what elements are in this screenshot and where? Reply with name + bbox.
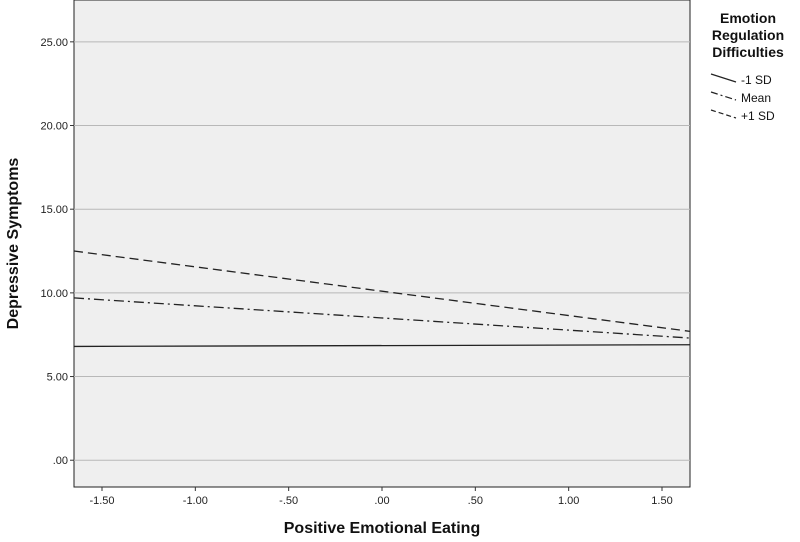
series-line (73, 250, 691, 333)
series-line (73, 297, 691, 339)
legend-swatch (710, 109, 737, 119)
x-tick-label: 1.50 (651, 495, 672, 507)
x-tick-label: -1.00 (183, 495, 208, 507)
legend-background (691, 0, 800, 130)
gridlines (74, 41, 690, 461)
y-tick-label: 10.00 (40, 288, 68, 300)
legend-title: Difficulties (712, 44, 784, 60)
y-tick-label: .00 (53, 455, 68, 467)
series-lines (73, 250, 691, 348)
legend-label: +1 SD (741, 109, 775, 123)
y-axis-title: Depressive Symptoms (5, 158, 22, 330)
x-tick-label: -1.50 (89, 495, 114, 507)
x-tick-label: -.50 (279, 495, 298, 507)
legend-title: Emotion (720, 10, 776, 26)
y-tick-label: 5.00 (47, 372, 68, 384)
y-tick-label: 20.00 (40, 121, 68, 133)
legend-title: Regulation (712, 27, 784, 43)
x-tick-label: .50 (468, 495, 483, 507)
plot-area (73, 0, 691, 488)
y-tick-label: 15.00 (40, 204, 68, 216)
x-axis-title: Positive Emotional Eating (284, 520, 480, 537)
x-tick-label: 1.00 (558, 495, 579, 507)
x-axis-ticks: -1.50 -1.00 -.50 .00 .50 1.00 1.50 (89, 487, 673, 507)
series-line (73, 344, 691, 348)
legend-swatch (710, 73, 737, 83)
legend-label: Mean (741, 91, 771, 105)
legend-swatch (710, 91, 737, 101)
x-tick-label: .00 (374, 495, 389, 507)
legend-label: -1 SD (741, 73, 772, 87)
y-axis-ticks: .00 5.00 10.00 15.00 20.00 25.00 (40, 37, 74, 467)
y-tick-label: 25.00 (40, 37, 68, 49)
